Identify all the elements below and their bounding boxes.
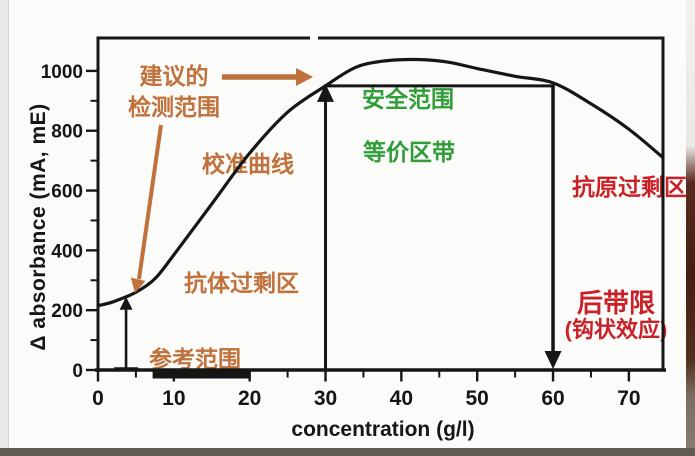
svg-text:600: 600 bbox=[51, 182, 83, 203]
svg-text:800: 800 bbox=[51, 122, 83, 143]
svg-text:30: 30 bbox=[314, 387, 337, 410]
svg-text:200: 200 bbox=[51, 301, 83, 322]
hook-limit-line1: 后带限 bbox=[576, 288, 655, 318]
x-axis-title: concentration (g/l) bbox=[291, 418, 475, 441]
svg-text:1000: 1000 bbox=[41, 62, 83, 83]
svg-text:60: 60 bbox=[541, 387, 564, 410]
calibration-curve-label: 校准曲线 bbox=[202, 151, 294, 177]
recommended-range-line1: 建议的 bbox=[139, 63, 209, 89]
recommended-detection-range-label: 建议的 检测范围 bbox=[114, 61, 234, 123]
safe-range-label: 安全范围 bbox=[362, 86, 454, 112]
svg-text:50: 50 bbox=[466, 387, 489, 410]
svg-text:40: 40 bbox=[390, 387, 413, 410]
video-edge-left bbox=[0, 0, 9, 456]
svg-text:0: 0 bbox=[72, 361, 83, 382]
video-edge-right bbox=[686, 0, 695, 456]
reference-range-label: 参考范围 bbox=[149, 346, 241, 372]
svg-text:400: 400 bbox=[51, 241, 83, 262]
antibody-excess-zone-label: 抗体过剩区 bbox=[184, 270, 299, 296]
svg-text:70: 70 bbox=[617, 387, 640, 410]
recommended-range-line2: 检测范围 bbox=[128, 94, 220, 120]
equivalence-zone-label: 等价区带 bbox=[363, 139, 455, 165]
y-axis-title: Δ absorbance (mA, mE) bbox=[27, 103, 50, 351]
svg-text:20: 20 bbox=[238, 387, 261, 410]
hook-limit-line2: (钩状效应) bbox=[564, 317, 668, 342]
svg-text:0: 0 bbox=[92, 387, 104, 410]
video-edge-bottom bbox=[0, 448, 695, 456]
hook-effect-limit-label: 后带限 (钩状效应) bbox=[538, 289, 694, 342]
antigen-excess-zone-label: 抗原过剩区 bbox=[572, 174, 687, 200]
svg-text:10: 10 bbox=[162, 387, 185, 410]
